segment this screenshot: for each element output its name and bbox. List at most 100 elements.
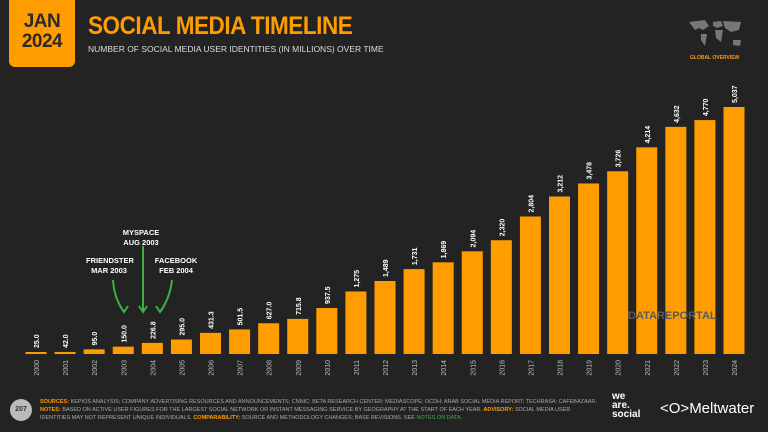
bar — [54, 351, 76, 354]
x-tick-label: 2022 — [674, 360, 681, 376]
x-tick-label: 2017 — [528, 360, 535, 376]
annotation-myspace: MYSPACE AUG 2003 — [118, 228, 164, 248]
bar — [25, 352, 47, 354]
x-tick-label: 2012 — [383, 360, 390, 376]
x-tick-label: 2016 — [499, 360, 506, 376]
arrow-friendster — [112, 279, 125, 313]
bar — [170, 339, 192, 354]
bar — [549, 196, 570, 354]
annotation-name: FACEBOOK — [154, 256, 198, 265]
x-tick-label: 2018 — [558, 360, 565, 376]
bar — [200, 332, 221, 354]
data-label: 3,478 — [587, 162, 594, 180]
bar — [258, 323, 280, 354]
logo-text: we — [612, 391, 626, 402]
x-tick-label: 2009 — [296, 360, 303, 376]
bar — [112, 346, 134, 354]
data-label: 715.8 — [296, 297, 303, 315]
sources-text: KEPIOS ANALYSIS; COMPANY ADVERTISING RES… — [70, 399, 597, 405]
arrow-facebook — [159, 279, 173, 313]
data-label: 2,320 — [499, 219, 506, 237]
arrow-head-icon — [155, 305, 165, 314]
x-tick-label: 2001 — [63, 360, 70, 376]
bar — [490, 240, 512, 354]
page-title: SOCIAL MEDIA TIMELINE — [88, 12, 353, 40]
logo-text: are. — [612, 400, 630, 411]
notes-on-data-link[interactable]: NOTES ON DATA. — [416, 415, 463, 421]
data-label: 1,275 — [354, 270, 361, 288]
footer-notes: SOURCES: KEPIOS ANALYSIS; COMPANY ADVERT… — [40, 398, 600, 422]
date-month: JAN — [23, 11, 61, 32]
arrow-head-icon — [138, 305, 148, 314]
x-tick-label: 2002 — [92, 360, 99, 376]
data-label: 226.8 — [150, 321, 157, 339]
data-label: 501.5 — [238, 308, 245, 326]
annotation-friendster: FRIENDSTER MAR 2003 — [86, 256, 134, 276]
annotation-name: FRIENDSTER — [86, 256, 134, 265]
date-badge: JAN 2024 — [9, 0, 75, 67]
logo-text: Meltwater — [689, 400, 755, 417]
arrow-head-icon — [119, 305, 129, 314]
x-tick-label: 2019 — [587, 360, 594, 376]
notes-text: BASED ON ACTIVE USER FIGURES FOR THE LAR… — [62, 407, 482, 413]
bar — [723, 107, 745, 354]
data-label: 431.3 — [209, 311, 216, 329]
x-tick-label: 2024 — [732, 360, 739, 376]
data-label: 627.0 — [267, 302, 274, 320]
annotation-date: FEB 2004 — [159, 266, 193, 275]
x-tick-label: 2011 — [354, 360, 361, 375]
x-tick-label: 2020 — [616, 360, 623, 376]
data-label: 3,212 — [558, 175, 565, 193]
bar — [83, 349, 105, 354]
bar — [607, 171, 629, 354]
bar — [141, 342, 163, 354]
annotation-date: MAR 2003 — [91, 266, 127, 275]
x-tick-label: 2000 — [34, 360, 41, 376]
data-label: 937.5 — [325, 286, 332, 304]
x-tick-label: 2010 — [325, 360, 332, 376]
bar — [636, 147, 658, 354]
date-year: 2024 — [21, 31, 63, 52]
annotation-date: AUG 2003 — [123, 238, 159, 247]
bar — [694, 120, 716, 354]
x-tick-label: 2008 — [267, 360, 274, 376]
data-label: 1,869 — [441, 241, 448, 259]
x-tick-label: 2014 — [441, 360, 448, 376]
bar — [316, 308, 338, 354]
advisory-text: SOCIAL MEDIA USER IDENTITIES MAY NOT REP… — [40, 407, 571, 421]
meltwater-logo: <O>Meltwater — [660, 400, 754, 417]
x-tick-label: 2023 — [703, 360, 710, 376]
annotation-facebook: FACEBOOK FEB 2004 — [152, 256, 200, 276]
bar — [432, 262, 454, 354]
bar — [403, 269, 425, 354]
data-label: 2,094 — [470, 230, 477, 248]
data-label: 25.0 — [34, 334, 41, 348]
bar — [461, 251, 483, 354]
data-label: 1,731 — [412, 247, 419, 265]
annotation-name: MYSPACE — [122, 228, 160, 237]
x-tick-label: 2005 — [179, 360, 186, 376]
x-tick-label: 2007 — [238, 360, 245, 376]
bar-chart: 25.0 2000 42.0 2001 95.0 2002 150.0 2003 226.8 20… — [25, 85, 745, 376]
logo-text: social — [612, 409, 641, 420]
meltwater-icon: <O> — [660, 400, 690, 417]
data-label: 4,770 — [703, 98, 710, 116]
data-label: 150.0 — [121, 325, 128, 343]
x-tick-label: 2004 — [150, 360, 157, 376]
comparability-text: SOURCE AND METHODOLOGY CHANGES; BASE REV… — [241, 415, 415, 421]
bar — [519, 216, 541, 354]
data-label: 95.0 — [92, 332, 99, 346]
data-label: 4,214 — [645, 126, 652, 144]
region-label: GLOBAL OVERVIEW — [690, 55, 740, 61]
we-are-social-logo: we are. social — [612, 391, 641, 420]
bar — [345, 291, 367, 354]
x-tick-label: 2006 — [209, 360, 216, 376]
bar — [287, 318, 309, 354]
x-tick-label: 2003 — [121, 360, 128, 376]
page-number: 207 — [10, 399, 32, 421]
data-label: 295.0 — [179, 318, 186, 336]
bar — [229, 329, 251, 354]
data-label: 1,489 — [383, 259, 390, 277]
x-tick-label: 2015 — [470, 360, 477, 376]
bar — [665, 126, 687, 354]
